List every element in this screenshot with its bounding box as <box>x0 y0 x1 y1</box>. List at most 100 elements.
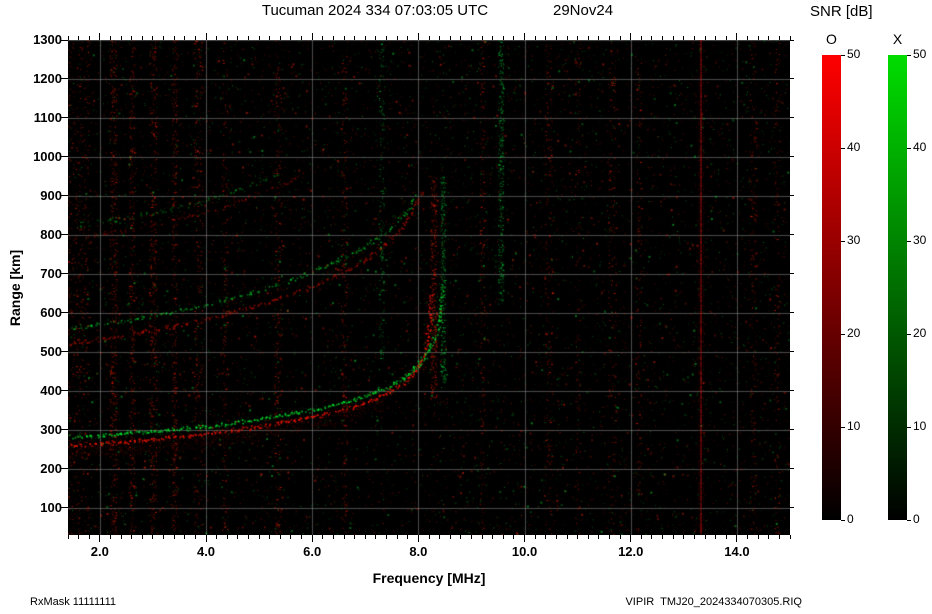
x-axis-minor-tick <box>492 535 494 539</box>
x-axis-major-tick <box>736 535 738 542</box>
x-axis-minor-tick <box>619 535 621 539</box>
x-axis-minor-tick <box>587 535 589 539</box>
y-axis-label: Range [km] <box>7 249 24 326</box>
x-axis-minor-tick <box>237 535 239 539</box>
y-tick-label: 500 <box>40 343 62 359</box>
x-axis-minor-tick <box>141 36 143 40</box>
x-axis-minor-tick <box>354 36 356 40</box>
x-axis-minor-tick <box>545 535 547 539</box>
x-axis-minor-tick <box>619 36 621 40</box>
x-axis-minor-tick <box>184 535 186 539</box>
colorbar-tick <box>907 240 911 242</box>
x-axis-major-tick <box>524 535 526 542</box>
x-axis-minor-tick <box>715 535 717 539</box>
x-axis-major-tick <box>630 33 632 40</box>
x-axis-minor-tick <box>364 535 366 539</box>
x-axis-minor-tick <box>237 36 239 40</box>
x-axis-minor-tick <box>534 36 536 40</box>
x-axis-minor-tick <box>502 535 504 539</box>
x-axis-minor-tick <box>279 36 281 40</box>
x-axis-minor-tick <box>725 535 727 539</box>
x-axis-minor-tick <box>226 535 228 539</box>
x-axis-minor-tick <box>598 36 600 40</box>
x-axis-minor-tick <box>343 36 345 40</box>
colorbar-tick-label: 10 <box>847 419 861 433</box>
x-axis-minor-tick <box>757 535 759 539</box>
x-axis-minor-tick <box>555 36 557 40</box>
x-axis-minor-tick <box>449 36 451 40</box>
x-axis-minor-tick <box>481 36 483 40</box>
x-axis-minor-tick <box>460 535 462 539</box>
x-axis-minor-tick <box>332 535 334 539</box>
x-axis-minor-tick <box>513 535 515 539</box>
x-axis-minor-tick <box>173 36 175 40</box>
y-axis-tick <box>790 429 794 431</box>
x-axis-minor-tick <box>386 36 388 40</box>
colorbar-title: SNR [dB] <box>810 3 873 20</box>
x-axis-major-tick <box>99 33 101 40</box>
y-axis-tick <box>790 507 794 509</box>
x-axis-minor-tick <box>693 535 695 539</box>
x-axis-minor-tick <box>768 36 770 40</box>
filename-text: VIPIR TMJ20_2024334070305.RIQ <box>625 596 802 608</box>
x-axis-minor-tick <box>120 535 122 539</box>
x-axis-minor-tick <box>290 36 292 40</box>
colorbar-tick <box>907 54 911 56</box>
x-axis-minor-tick <box>566 36 568 40</box>
x-tick-label: 12.0 <box>618 544 644 559</box>
x-axis-minor-tick <box>449 535 451 539</box>
x-axis-minor-tick <box>577 36 579 40</box>
colorbar-tick-label: 10 <box>913 419 927 433</box>
y-axis-tick <box>790 156 794 158</box>
x-axis-major-tick <box>417 33 419 40</box>
colorbar-tick-label: 20 <box>847 326 861 340</box>
x-axis-major-tick <box>524 33 526 40</box>
y-tick-label: 900 <box>40 187 62 203</box>
x-axis-minor-tick <box>375 535 377 539</box>
x-axis-minor-tick <box>672 36 674 40</box>
x-axis-minor-tick <box>269 535 271 539</box>
x-axis-minor-tick <box>470 535 472 539</box>
x-axis-minor-tick <box>662 36 664 40</box>
y-tick-label: 300 <box>40 421 62 437</box>
x-tick-label: 14.0 <box>724 544 750 559</box>
x-axis-minor-tick <box>683 535 685 539</box>
x-axis-minor-tick <box>789 36 791 40</box>
x-axis-minor-tick <box>651 535 653 539</box>
colorbar-tick-label: 20 <box>913 326 927 340</box>
x-axis-minor-tick <box>216 36 218 40</box>
x-axis-minor-tick <box>577 535 579 539</box>
y-tick-label: 800 <box>40 226 62 242</box>
y-axis-tick <box>790 234 794 236</box>
x-axis-minor-tick <box>322 36 324 40</box>
colorbar-tick <box>841 240 845 242</box>
x-tick-label: 8.0 <box>409 544 428 559</box>
colorbar-tick-label: 40 <box>847 140 861 154</box>
x-axis-minor-tick <box>322 535 324 539</box>
x-axis-major-tick <box>205 33 207 40</box>
x-axis-major-tick <box>311 33 313 40</box>
x-tick-label: 6.0 <box>303 544 322 559</box>
x-axis-minor-tick <box>269 36 271 40</box>
colorbar-tick-label: 50 <box>913 47 927 61</box>
colorbar-tick-label: 30 <box>913 233 927 247</box>
x-axis-minor-tick <box>78 36 80 40</box>
x-axis-minor-tick <box>152 36 154 40</box>
x-axis-minor-tick <box>131 535 133 539</box>
x-axis-minor-tick <box>609 36 610 40</box>
y-axis-tick <box>61 390 68 392</box>
x-axis-minor-tick <box>258 36 260 40</box>
y-tick-label: 1100 <box>33 109 62 125</box>
x-axis-minor-tick <box>248 36 249 40</box>
x-axis-minor-tick <box>194 36 196 40</box>
y-tick-label: 400 <box>40 382 62 398</box>
x-axis-minor-tick <box>587 36 589 40</box>
rxmask-text: RxMask 11111111 <box>30 596 117 608</box>
x-axis-minor-tick <box>747 535 749 539</box>
x-axis-minor-tick <box>248 535 249 539</box>
x-axis-minor-tick <box>226 36 228 40</box>
y-axis-tick <box>790 312 794 314</box>
y-axis-tick <box>790 351 794 353</box>
y-axis-tick <box>61 468 68 470</box>
x-axis-major-tick <box>99 535 101 542</box>
